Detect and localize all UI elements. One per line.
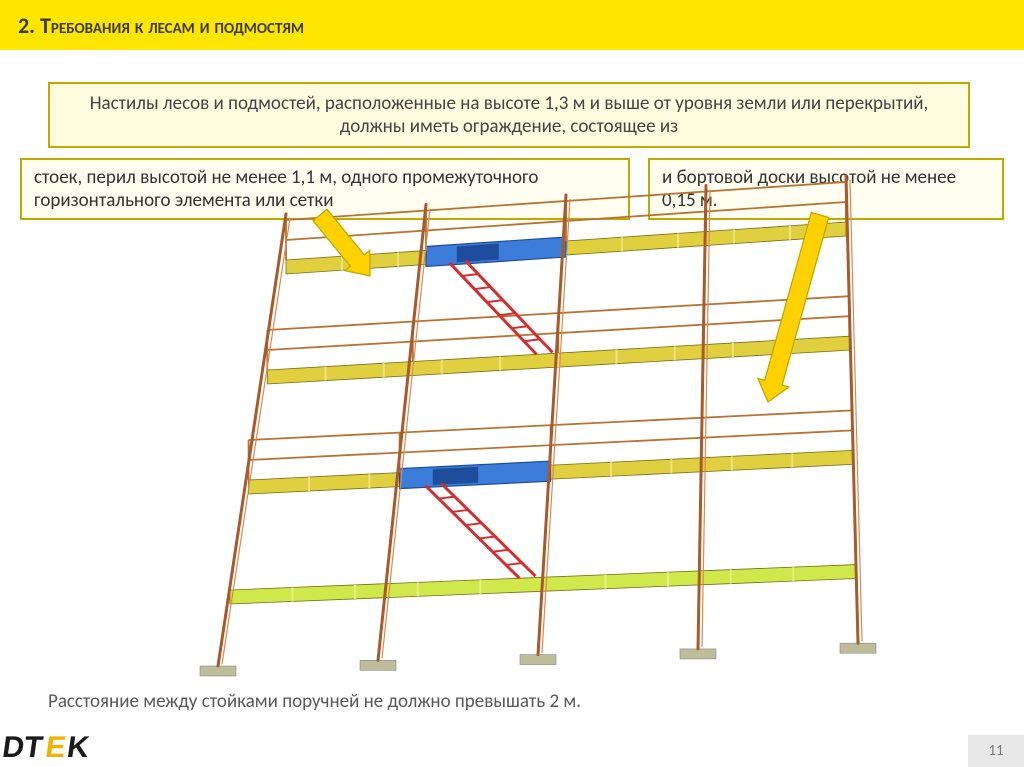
bottom-note-text: Расстояние между стойками поручней не до… (48, 690, 581, 713)
scaffold-diagram (0, 0, 1024, 767)
bottom-note: Расстояние между стойками поручней не до… (48, 690, 581, 713)
svg-text:E: E (43, 731, 68, 764)
page-number: 11 (988, 742, 1003, 760)
logo: DTEK (0, 723, 110, 767)
svg-text:K: K (65, 731, 92, 764)
svg-text:T: T (22, 731, 46, 764)
page-number-box: 11 (968, 735, 1024, 767)
